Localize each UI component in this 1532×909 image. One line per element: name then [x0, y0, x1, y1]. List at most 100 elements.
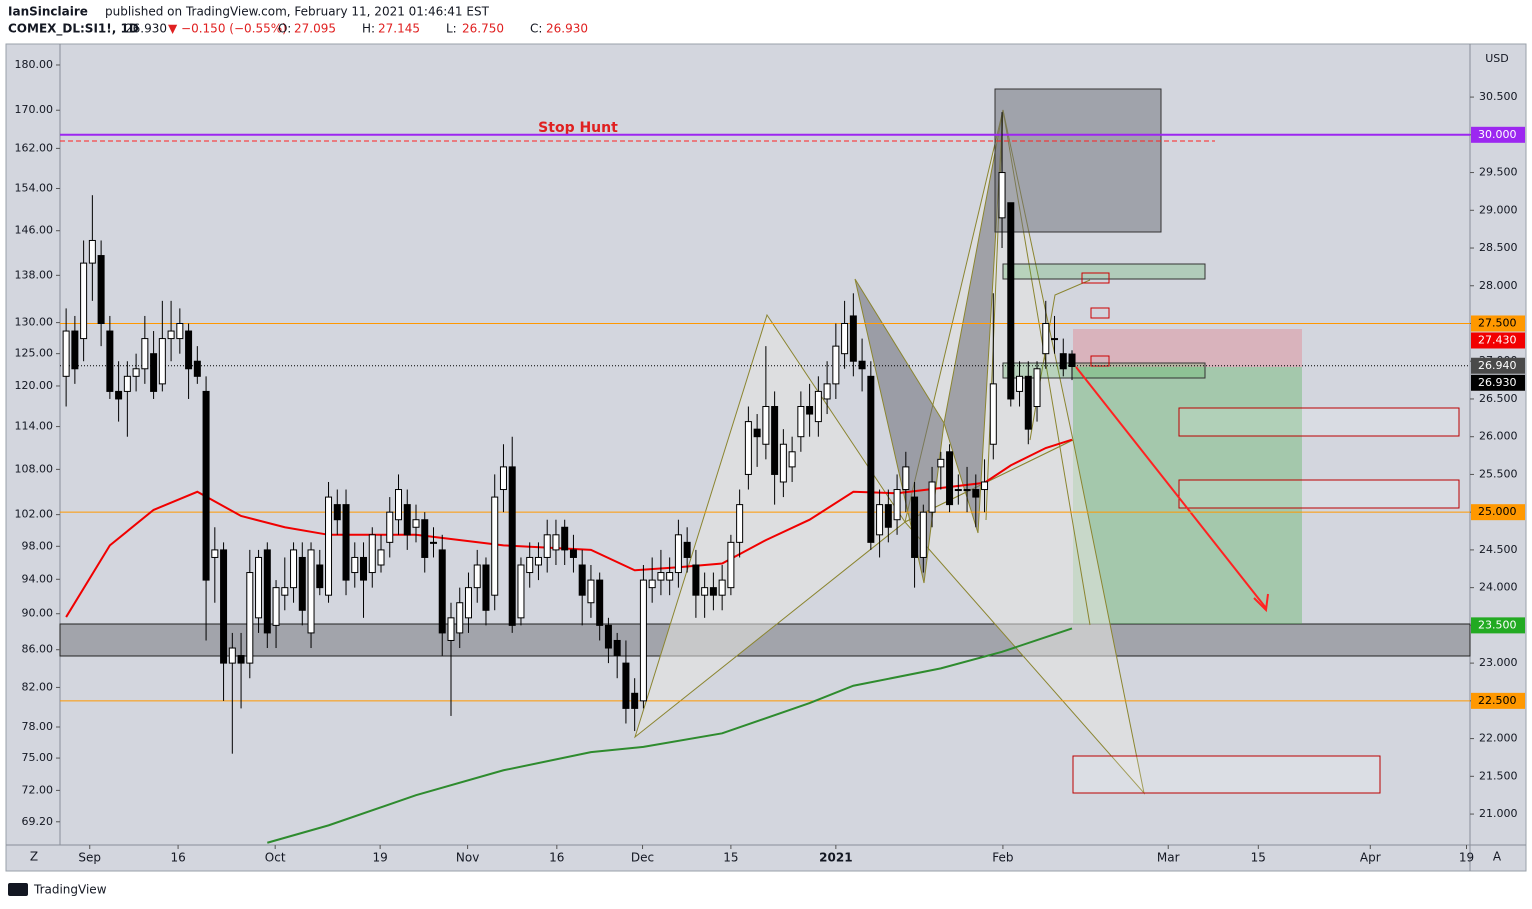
ohlc-value: 26.750: [462, 22, 504, 36]
y2-tick-label: 120.00: [15, 379, 54, 392]
candle-body: [368, 534, 376, 574]
candle-body: [596, 579, 604, 626]
candle-body: [316, 564, 324, 589]
y2-tick-label: 75.00: [22, 751, 54, 764]
candle-body: [648, 579, 656, 589]
candle-body: [902, 466, 910, 491]
candle-body: [814, 390, 822, 423]
candle-body: [736, 504, 744, 543]
candle-body: [1051, 338, 1059, 341]
auto-button[interactable]: A: [1493, 850, 1502, 864]
y-tick-label: 21.000: [1479, 807, 1518, 820]
candle-body: [587, 579, 595, 604]
candle-body: [622, 662, 630, 709]
y2-tick-label: 146.00: [15, 224, 54, 237]
candle-body: [377, 549, 385, 566]
price-label: 26.930: [1478, 376, 1517, 389]
y2-tick-label: 72.00: [22, 783, 54, 796]
y2-tick-label: 69.20: [22, 815, 54, 828]
price-label: 22.500: [1478, 694, 1517, 707]
candle-body: [569, 549, 577, 558]
y-tick-label: 24.000: [1479, 581, 1518, 594]
published: published on TradingView.com, February 1…: [105, 5, 490, 19]
candle-body: [298, 556, 306, 611]
candle-body: [666, 572, 674, 581]
price-label: 30.000: [1478, 128, 1517, 141]
candle-body: [482, 564, 490, 611]
candle-body: [534, 556, 542, 566]
x-tick-label: 15: [723, 851, 738, 865]
y-tick-label: 22.000: [1479, 732, 1518, 745]
ohlc-label: O:: [278, 22, 291, 36]
candle-body: [333, 504, 341, 521]
symbol: COMEX_DL:SI1!, 1D: [8, 22, 139, 37]
price-label-box: [1471, 332, 1525, 349]
candle-body: [1059, 353, 1067, 370]
candle-body: [325, 496, 333, 596]
price-label: 23.500: [1478, 618, 1517, 631]
candle-body: [543, 534, 551, 558]
candle-body: [744, 421, 752, 475]
zone-box: [1178, 407, 1460, 437]
candle-body: [1016, 375, 1024, 392]
candle-body: [613, 639, 621, 657]
y2-tick-label: 98.00: [22, 539, 54, 552]
candle-body: [167, 330, 175, 340]
projection-arrow: [1075, 366, 1267, 609]
zone-box: [1090, 307, 1110, 319]
candle-body: [386, 511, 394, 543]
ohlc: O: 27.095 H: 27.145 L: 26.750 C: 26.930: [278, 22, 588, 36]
candle-body: [701, 587, 709, 596]
candle-body: [779, 443, 787, 483]
candle-body: [526, 556, 534, 574]
candle-body: [491, 496, 499, 596]
candle-body: [578, 564, 586, 596]
y2-tick-label: 125.00: [15, 347, 54, 360]
candle-body: [246, 572, 254, 664]
candle-body: [464, 587, 472, 619]
scale-button[interactable]: Z: [30, 850, 38, 864]
candle-body: [517, 564, 525, 619]
x-tick-label: Apr: [1360, 851, 1381, 865]
price-label-box: [1471, 504, 1525, 521]
candle-body: [202, 390, 210, 581]
ohlc-value: 27.095: [294, 22, 336, 36]
zone-box: [1072, 755, 1381, 794]
candle-body: [657, 572, 665, 581]
y-tick-label: 26.000: [1479, 430, 1518, 443]
candle-body: [998, 172, 1006, 219]
y2-tick-label: 86.00: [22, 643, 54, 656]
ohlc-label: L:: [446, 22, 457, 36]
x-tick-label: Dec: [631, 851, 654, 865]
candle-body: [639, 579, 647, 702]
annotation: Stop Hunt: [538, 120, 618, 136]
candle-body: [255, 556, 263, 619]
price-label-box: [1471, 315, 1525, 332]
candle-body: [762, 406, 770, 445]
ohlc-label: C:: [530, 22, 542, 36]
candle-body: [928, 481, 936, 513]
candle-body: [919, 511, 927, 558]
candle-body: [97, 255, 105, 324]
y-tick-label: 28.500: [1479, 241, 1518, 254]
y2-tick-label: 170.00: [15, 103, 54, 116]
candle-body: [981, 481, 989, 491]
candle-body: [342, 504, 350, 581]
candle-body: [272, 587, 280, 626]
y2-tick-label: 130.00: [15, 316, 54, 329]
arrow-head: [1253, 593, 1269, 613]
candle-body: [954, 489, 962, 492]
zone-box: [1178, 479, 1460, 509]
candle-body: [395, 489, 403, 521]
x-tick-label: 15: [1251, 851, 1266, 865]
candle-body: [1033, 368, 1041, 408]
brand: TradingView: [33, 883, 107, 897]
y-tick-label: 29.500: [1479, 166, 1518, 179]
candle-body: [867, 375, 875, 543]
candle-body: [141, 338, 149, 370]
candle-body: [797, 406, 805, 438]
y-tick-label: 25.500: [1479, 467, 1518, 480]
price-label: 27.500: [1478, 316, 1517, 329]
